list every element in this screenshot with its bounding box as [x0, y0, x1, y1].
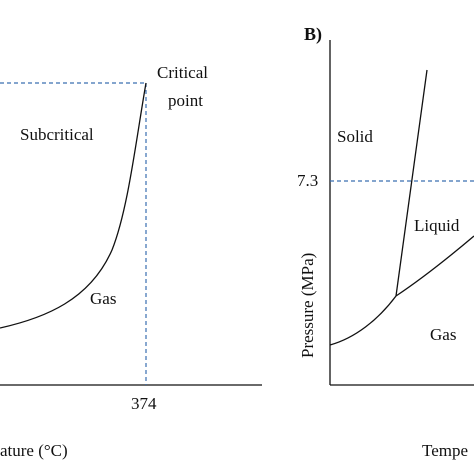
left-phase-diagram: Critical point Subcritical Gas 374 ature… — [0, 63, 262, 460]
right-phase-diagram: B) 7.3 Solid Liquid Gas Pressure (MPa) T… — [297, 24, 474, 460]
left-x-tick-374: 374 — [131, 394, 157, 413]
right-gas-label: Gas — [430, 325, 456, 344]
right-sublimation-curve — [329, 295, 397, 346]
right-solid-label: Solid — [337, 127, 373, 146]
left-gas-label: Gas — [90, 289, 116, 308]
right-liquid-label: Liquid — [414, 216, 460, 235]
left-vapor-pressure-curve — [0, 82, 147, 329]
left-x-axis-label: ature (°C) — [0, 441, 68, 460]
right-y-tick-7-3: 7.3 — [297, 171, 318, 190]
right-vaporization-curve — [395, 235, 474, 297]
left-critical-point-label-line2: point — [168, 91, 203, 110]
left-critical-point-label-line1: Critical — [157, 63, 208, 82]
right-y-axis-label: Pressure (MPa) — [298, 253, 317, 358]
left-subcritical-label: Subcritical — [20, 125, 94, 144]
right-panel-label: B) — [304, 24, 322, 45]
right-melting-curve — [395, 69, 428, 297]
right-x-axis-label: Tempe — [422, 441, 468, 460]
